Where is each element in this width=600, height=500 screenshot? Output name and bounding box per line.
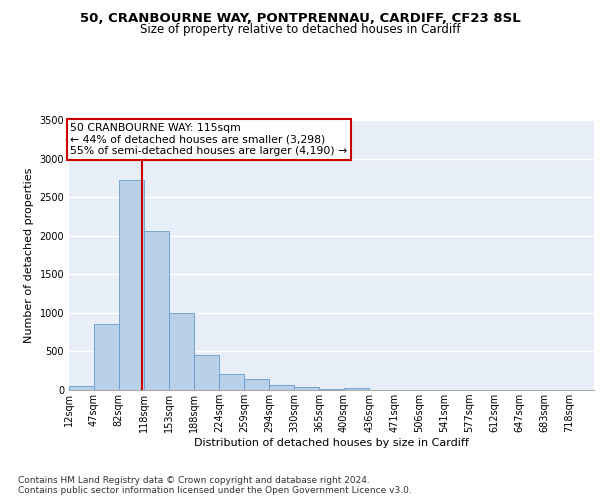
Bar bbox=[119, 180, 144, 390]
Bar bbox=[269, 385, 295, 390]
Bar bbox=[344, 388, 370, 390]
Bar bbox=[295, 388, 319, 390]
Bar bbox=[244, 379, 269, 390]
Text: Contains HM Land Registry data © Crown copyright and database right 2024.: Contains HM Land Registry data © Crown c… bbox=[18, 476, 370, 485]
Bar bbox=[169, 313, 194, 390]
Text: 50, CRANBOURNE WAY, PONTPRENNAU, CARDIFF, CF23 8SL: 50, CRANBOURNE WAY, PONTPRENNAU, CARDIFF… bbox=[80, 12, 520, 26]
Bar bbox=[69, 386, 94, 390]
Text: 50 CRANBOURNE WAY: 115sqm
← 44% of detached houses are smaller (3,298)
55% of se: 50 CRANBOURNE WAY: 115sqm ← 44% of detac… bbox=[70, 123, 347, 156]
Bar bbox=[194, 354, 219, 390]
Text: Size of property relative to detached houses in Cardiff: Size of property relative to detached ho… bbox=[140, 22, 460, 36]
Y-axis label: Number of detached properties: Number of detached properties bbox=[24, 168, 34, 342]
Bar bbox=[219, 374, 244, 390]
Bar bbox=[94, 324, 119, 390]
Bar bbox=[144, 231, 169, 390]
Bar bbox=[319, 389, 344, 390]
Text: Contains public sector information licensed under the Open Government Licence v3: Contains public sector information licen… bbox=[18, 486, 412, 495]
X-axis label: Distribution of detached houses by size in Cardiff: Distribution of detached houses by size … bbox=[194, 438, 469, 448]
